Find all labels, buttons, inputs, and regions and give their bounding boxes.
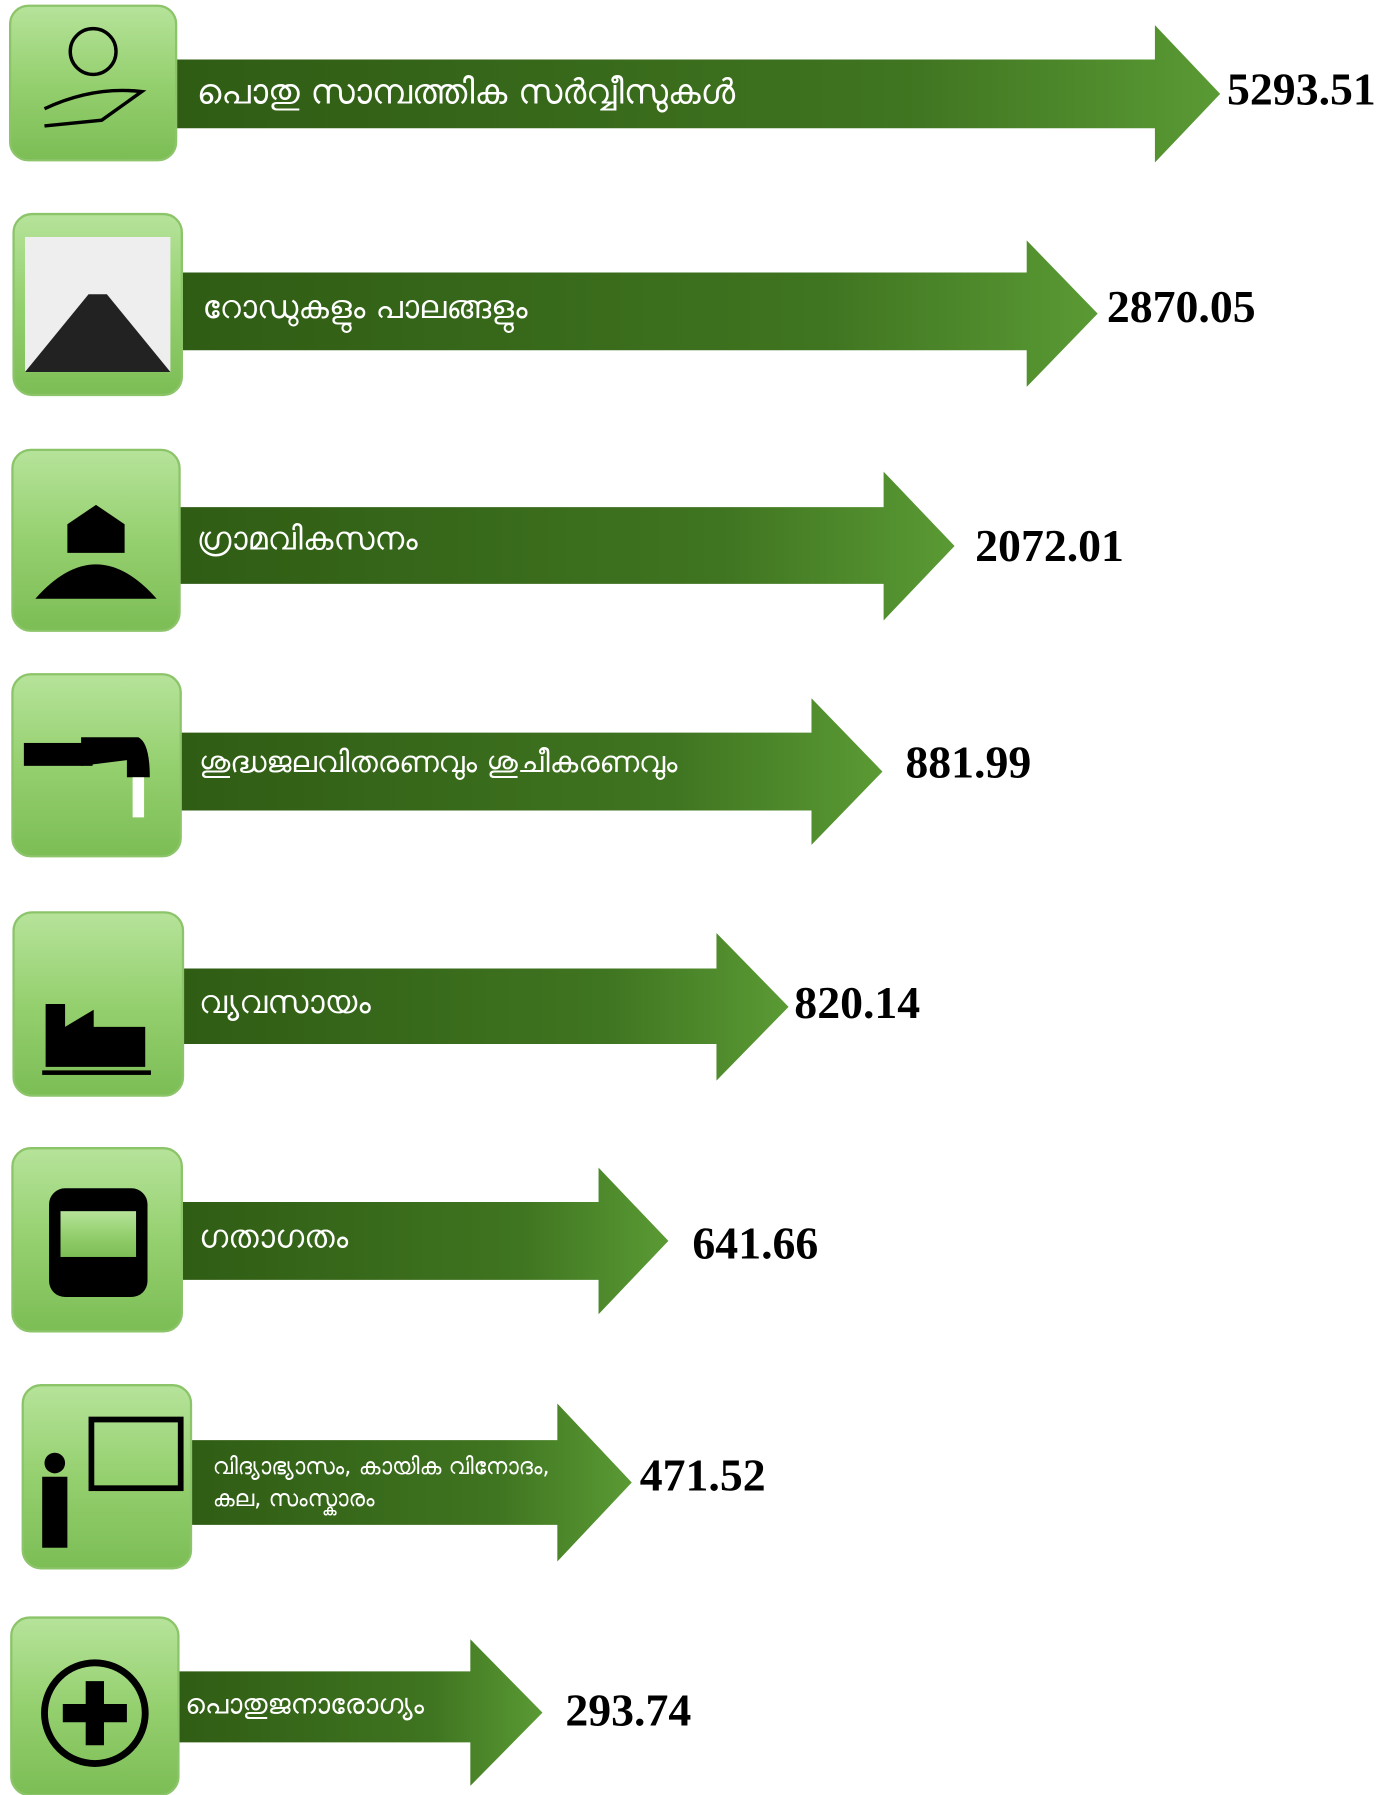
row: റോഡുകളും പാലങ്ങളും 2870.05 — [12, 212, 1256, 397]
icon — [68, 26, 118, 77]
icon — [23, 742, 93, 766]
item-label: പൊതുജനാരോഗ്യം — [185, 1690, 424, 1721]
item-label: കല, സംസ്കാരം — [213, 1486, 375, 1515]
item-value: 881.99 — [905, 737, 1031, 788]
icon — [62, 1681, 127, 1746]
icon — [60, 1211, 137, 1257]
icon — [25, 294, 171, 373]
row: വിദ്യാഭ്യാസം, കായിക വിനോദം, കല, സംസ്കാരം 4… — [21, 1384, 766, 1570]
item-value: 2870.05 — [1107, 281, 1256, 332]
item-label: റോഡുകളും പാലങ്ങളും — [202, 288, 528, 333]
arrow — [179, 1403, 632, 1562]
item-value: 471.52 — [640, 1450, 766, 1501]
item-value: 5293.51 — [1227, 63, 1376, 114]
arrow — [169, 698, 883, 845]
item-label: ഗ്രാമവികസനം — [197, 519, 419, 557]
arrow — [171, 932, 789, 1081]
item-value: 820.14 — [794, 977, 920, 1028]
icon — [81, 737, 150, 778]
arrow — [168, 471, 955, 621]
icon — [67, 504, 125, 553]
row: ഗതാഗതം 641.66 — [11, 1147, 818, 1333]
icon — [44, 1452, 66, 1474]
arrow — [170, 240, 1098, 387]
icon — [42, 1476, 68, 1548]
item-value: 2072.01 — [975, 520, 1124, 571]
icon-box — [8, 4, 178, 162]
item-value: 641.66 — [692, 1217, 818, 1268]
icon — [42, 1070, 151, 1075]
arrow — [166, 1639, 543, 1786]
arrow — [170, 1167, 669, 1315]
row: വ്യവസായം 820.14 — [12, 911, 920, 1097]
item-label: വിദ്യാഭ്യാസം, കായിക വിനോദം, — [213, 1454, 550, 1480]
item-label: ശുദ്ധജലവിതരണവും ശുചീകരണവും — [199, 745, 678, 780]
row: പൊതുജനാരോഗ്യം 293.74 — [10, 1616, 691, 1795]
icon-box — [12, 911, 185, 1097]
icon — [45, 1003, 146, 1067]
row: ശുദ്ധജലവിതരണവും ശുചീകരണവും 881.99 — [11, 673, 1031, 858]
item-label: വ്യവസായം — [199, 983, 371, 1021]
row: ഗ്രാമവികസനം 2072.01 — [11, 448, 1124, 632]
row: പൊതു സാമ്പത്തിക സർവ്വീസുകൾ 5293.51 — [8, 4, 1376, 163]
icon — [132, 777, 145, 818]
icon — [41, 1659, 149, 1767]
icon — [43, 88, 147, 128]
icon — [35, 564, 157, 599]
icon — [88, 1416, 184, 1492]
item-label: പൊതു സാമ്പത്തിക സർവ്വീസുകൾ — [197, 72, 736, 112]
item-value: 293.74 — [565, 1684, 691, 1735]
item-label: ഗതാഗതം — [199, 1218, 349, 1256]
